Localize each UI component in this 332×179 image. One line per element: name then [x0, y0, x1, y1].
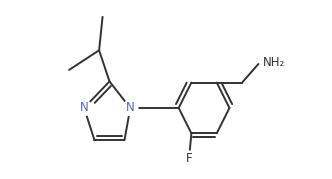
Circle shape — [182, 151, 197, 166]
Text: NH₂: NH₂ — [263, 56, 285, 69]
Text: F: F — [186, 152, 192, 165]
Text: N: N — [80, 101, 89, 114]
Circle shape — [77, 101, 92, 115]
Text: N: N — [126, 101, 134, 114]
Circle shape — [123, 101, 138, 115]
